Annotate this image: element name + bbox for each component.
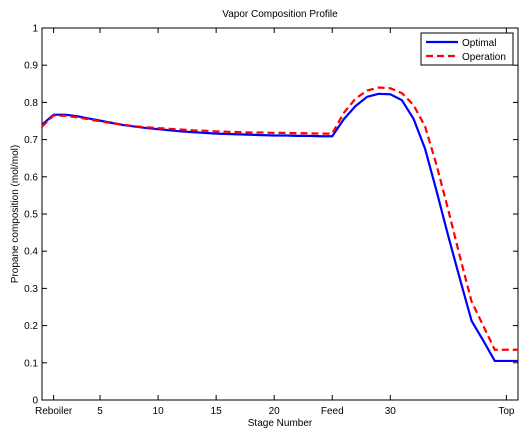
x-tick-label: 5 [97,406,103,417]
series-line-operation [41,86,518,351]
plot-frame [41,27,519,401]
x-axis: Reboiler 5 10 15 20 Feed 30 Top [35,28,515,417]
y-tick-label: 1 [32,24,38,35]
y-tick-label: 0.9 [24,61,38,72]
y-tick-label: 0.4 [24,247,38,258]
y-tick-label: 0.5 [24,210,38,221]
y-tick-label: 0.8 [24,98,38,109]
x-tick-label: Reboiler [35,406,73,417]
chart-title: Vapor Composition Profile [222,9,338,20]
y-tick-label: 0 [32,396,38,407]
y-axis: 0 0.1 0.2 0.3 0.4 0.5 0.6 0.7 0.8 0.9 1 [24,24,518,407]
series-layer [41,86,518,363]
y-tick-label: 0.3 [24,284,38,295]
series-line-optimal [41,92,518,363]
y-tick-label: 0.2 [24,321,38,332]
legend-box [420,32,514,66]
x-tick-label: 30 [385,406,397,417]
legend: Optimal Operation [420,32,514,66]
legend-label-operation: Operation [462,52,506,63]
y-tick-label: 0.7 [24,135,38,146]
x-tick-label: 15 [211,406,223,417]
x-axis-label: Stage Number [248,418,313,429]
x-tick-label: 10 [153,406,165,417]
y-tick-label: 0.6 [24,172,38,183]
legend-label-optimal: Optimal [462,38,496,49]
y-axis-label: Propane composition (mol/mol) [10,145,21,283]
x-tick-label: Top [498,406,515,417]
x-tick-label: Feed [321,406,344,417]
y-tick-label: 0.1 [24,358,38,369]
plot-area: 0 0.1 0.2 0.3 0.4 0.5 0.6 0.7 0.8 0.9 1 Reboiler 5 1… [24,24,519,417]
x-tick-label: 20 [269,406,281,417]
